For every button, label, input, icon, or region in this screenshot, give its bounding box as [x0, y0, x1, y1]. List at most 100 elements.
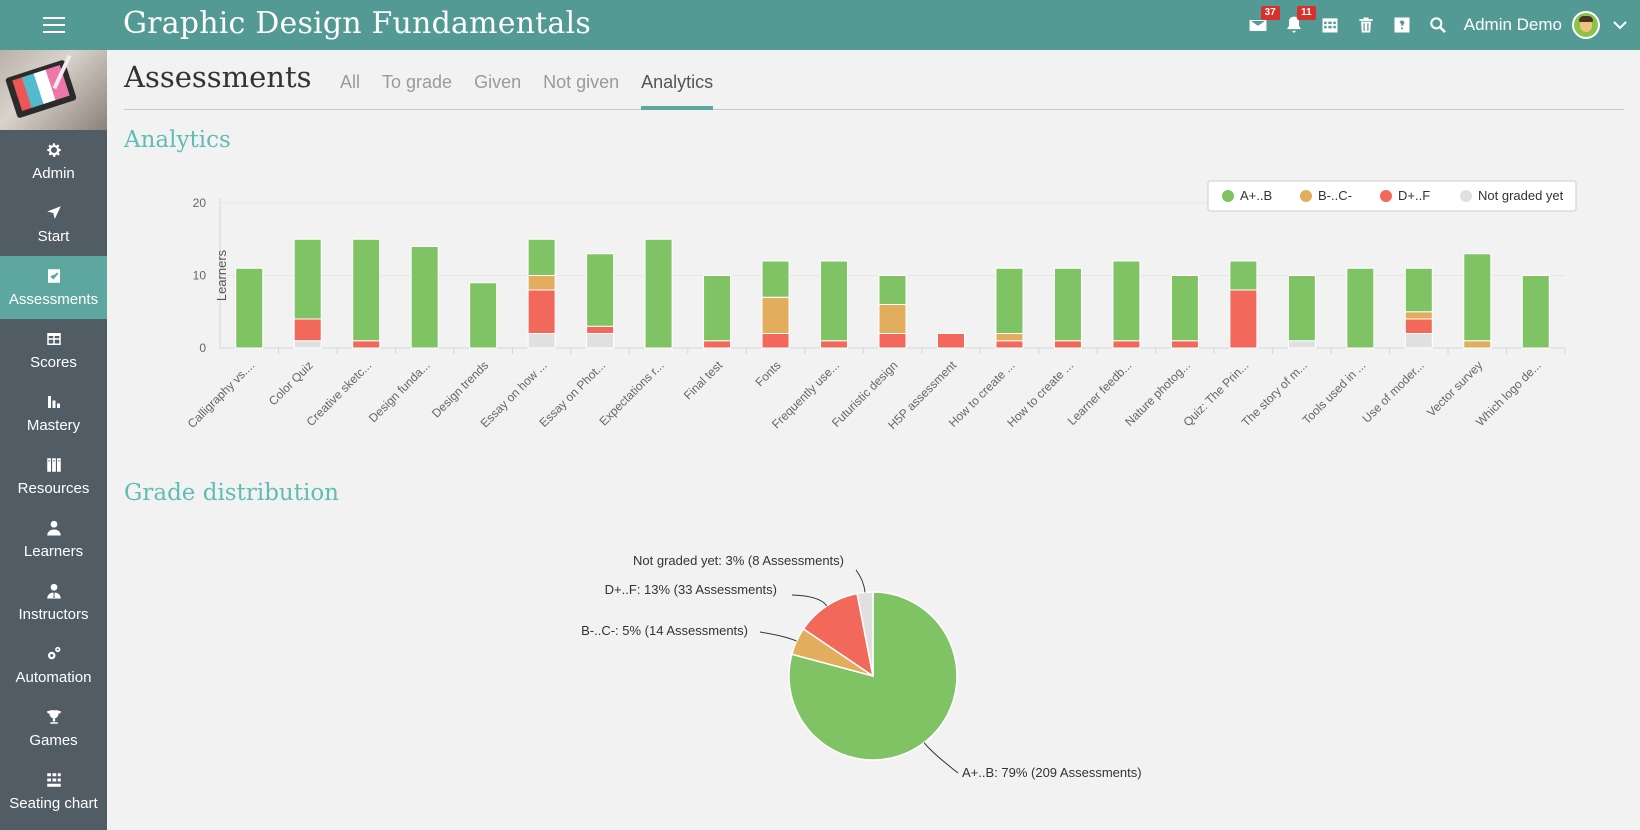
assessment-tabs: All To grade Given Not given Analytics	[340, 50, 735, 110]
sidebar-item-admin[interactable]: Admin	[0, 130, 107, 193]
sidebar-item-label: Automation	[15, 669, 92, 686]
calendar-icon	[1322, 18, 1338, 33]
chevron-down-icon	[1613, 21, 1627, 30]
sidebar-item-start[interactable]: Start	[0, 193, 107, 256]
pie-label-connector	[791, 594, 828, 607]
sidebar-item-label: Seating chart	[9, 795, 98, 812]
bar-segment	[1404, 333, 1433, 349]
instructor-icon	[46, 583, 61, 599]
x-tick-label: Tools used in ...	[1300, 358, 1369, 427]
sidebar-item-automation[interactable]: Automation	[0, 634, 107, 697]
bar-segment	[995, 340, 1024, 349]
bar-segment	[644, 238, 673, 349]
sidebar-item-label: Games	[29, 732, 78, 749]
bar-segment	[1053, 267, 1082, 342]
bar-segment	[703, 275, 732, 342]
bar-segment	[235, 267, 264, 349]
bar-segment	[936, 333, 965, 349]
gears-icon	[47, 646, 60, 660]
pie-label-connector	[855, 569, 866, 593]
search-button[interactable]	[1420, 0, 1456, 50]
main-content: Assessments All To grade Given Not given…	[124, 50, 1624, 506]
grade-distribution-pie-chart: A+..B: 79% (209 Assessments) B-..C-: 5% (…	[581, 553, 1142, 780]
trash-icon	[1359, 17, 1373, 33]
page-header: Assessments All To grade Given Not given…	[124, 50, 1624, 110]
bar-segment	[352, 340, 381, 349]
sidebar-item-mastery[interactable]: Mastery	[0, 382, 107, 445]
notifications-badge: 11	[1297, 6, 1316, 20]
analytics-title: Analytics	[124, 127, 231, 153]
sidebar-item-games[interactable]: Games	[0, 697, 107, 760]
user-menu-button[interactable]	[1600, 0, 1640, 50]
pie-slice	[802, 592, 875, 678]
y-tick-label: 20	[193, 196, 207, 210]
calendar-button[interactable]	[1312, 0, 1348, 50]
sidebar-item-label: Learners	[23, 543, 84, 560]
pie-label: D+..F: 13% (33 Assessments)	[605, 582, 777, 597]
user-name[interactable]: Admin Demo	[1463, 15, 1562, 34]
sidebar-item-label: Start	[37, 228, 70, 245]
y-axis-label: Learners	[214, 249, 229, 301]
sidebar-item-label: Scores	[30, 354, 77, 371]
x-tick-label: Vector survey	[1424, 358, 1485, 419]
bar-segment	[1404, 267, 1433, 313]
bar-segment	[1287, 275, 1316, 342]
search-icon	[1430, 17, 1446, 33]
legend-marker	[1460, 190, 1472, 202]
seating-chart-icon	[46, 773, 61, 787]
sidebar-item-seating-chart[interactable]: Seating chart	[0, 760, 107, 823]
tab-given[interactable]: Given	[474, 72, 522, 92]
legend-label: Not graded yet	[1478, 188, 1564, 203]
bar-segment	[820, 260, 849, 342]
pie-label-connector	[923, 742, 959, 774]
pie-label: A+..B: 79% (209 Assessments)	[962, 765, 1142, 780]
sidebar-item-learners[interactable]: Learners	[0, 508, 107, 571]
trash-button[interactable]	[1348, 0, 1384, 50]
bar-segment	[1229, 260, 1258, 291]
tab-all[interactable]: All	[340, 72, 361, 92]
y-tick-label: 10	[193, 269, 207, 283]
bar-segment	[527, 289, 556, 334]
bar-segment	[1053, 340, 1082, 349]
sidebar-item-resources[interactable]: Resources	[0, 445, 107, 508]
bar-segment	[703, 340, 732, 349]
bar-segment	[1112, 260, 1141, 342]
sidebar-item-instructors[interactable]: Instructors	[0, 571, 107, 634]
sidebar: Admin Start Assessments Scores Mastery R…	[0, 50, 107, 830]
course-title[interactable]: Graphic Design Fundamentals	[123, 6, 591, 41]
bar-segment	[995, 267, 1024, 334]
menu-icon[interactable]	[0, 0, 107, 50]
pie-slice	[788, 591, 958, 761]
mail-icon	[1249, 20, 1267, 31]
bar-segment	[293, 340, 322, 349]
course-thumbnail[interactable]	[0, 50, 107, 130]
notifications-button[interactable]: 11	[1276, 0, 1316, 50]
sidebar-item-label: Assessments	[8, 291, 99, 308]
x-tick-label: Use of moder...	[1359, 358, 1426, 425]
navigation-arrow-icon	[46, 206, 61, 219]
sidebar-item-scores[interactable]: Scores	[0, 319, 107, 382]
sidebar-item-assessments[interactable]: Assessments	[0, 256, 107, 319]
x-tick-label: Fonts	[753, 358, 784, 389]
tab-analytics[interactable]: Analytics	[641, 50, 714, 110]
bar-segment	[1287, 340, 1316, 349]
chart-legend: A+..B B-..C- D+..F Not graded yet	[1207, 180, 1577, 212]
legend-label: B-..C-	[1318, 188, 1352, 203]
help-button[interactable]	[1384, 0, 1420, 50]
bar-segment	[1170, 340, 1199, 349]
x-tick-label: Color Quiz	[266, 358, 316, 408]
tab-to-grade[interactable]: To grade	[382, 72, 453, 92]
check-square-icon	[47, 269, 60, 283]
bar-segment	[1521, 275, 1550, 349]
y-tick-label: 0	[199, 341, 206, 355]
bar-segment	[761, 260, 790, 298]
avatar[interactable]	[1572, 11, 1600, 39]
bar-segment	[1170, 275, 1199, 342]
analytics-bar-chart: 0 10 20 Learners Calligraphy vs.... Color Qui…	[185, 180, 1577, 432]
legend-marker	[1380, 190, 1392, 202]
tab-not-given[interactable]: Not given	[543, 72, 620, 92]
x-tick-label: Final test	[681, 358, 726, 403]
bar-segment	[293, 318, 322, 342]
messages-button[interactable]: 37	[1240, 0, 1280, 50]
learner-icon	[46, 520, 61, 536]
